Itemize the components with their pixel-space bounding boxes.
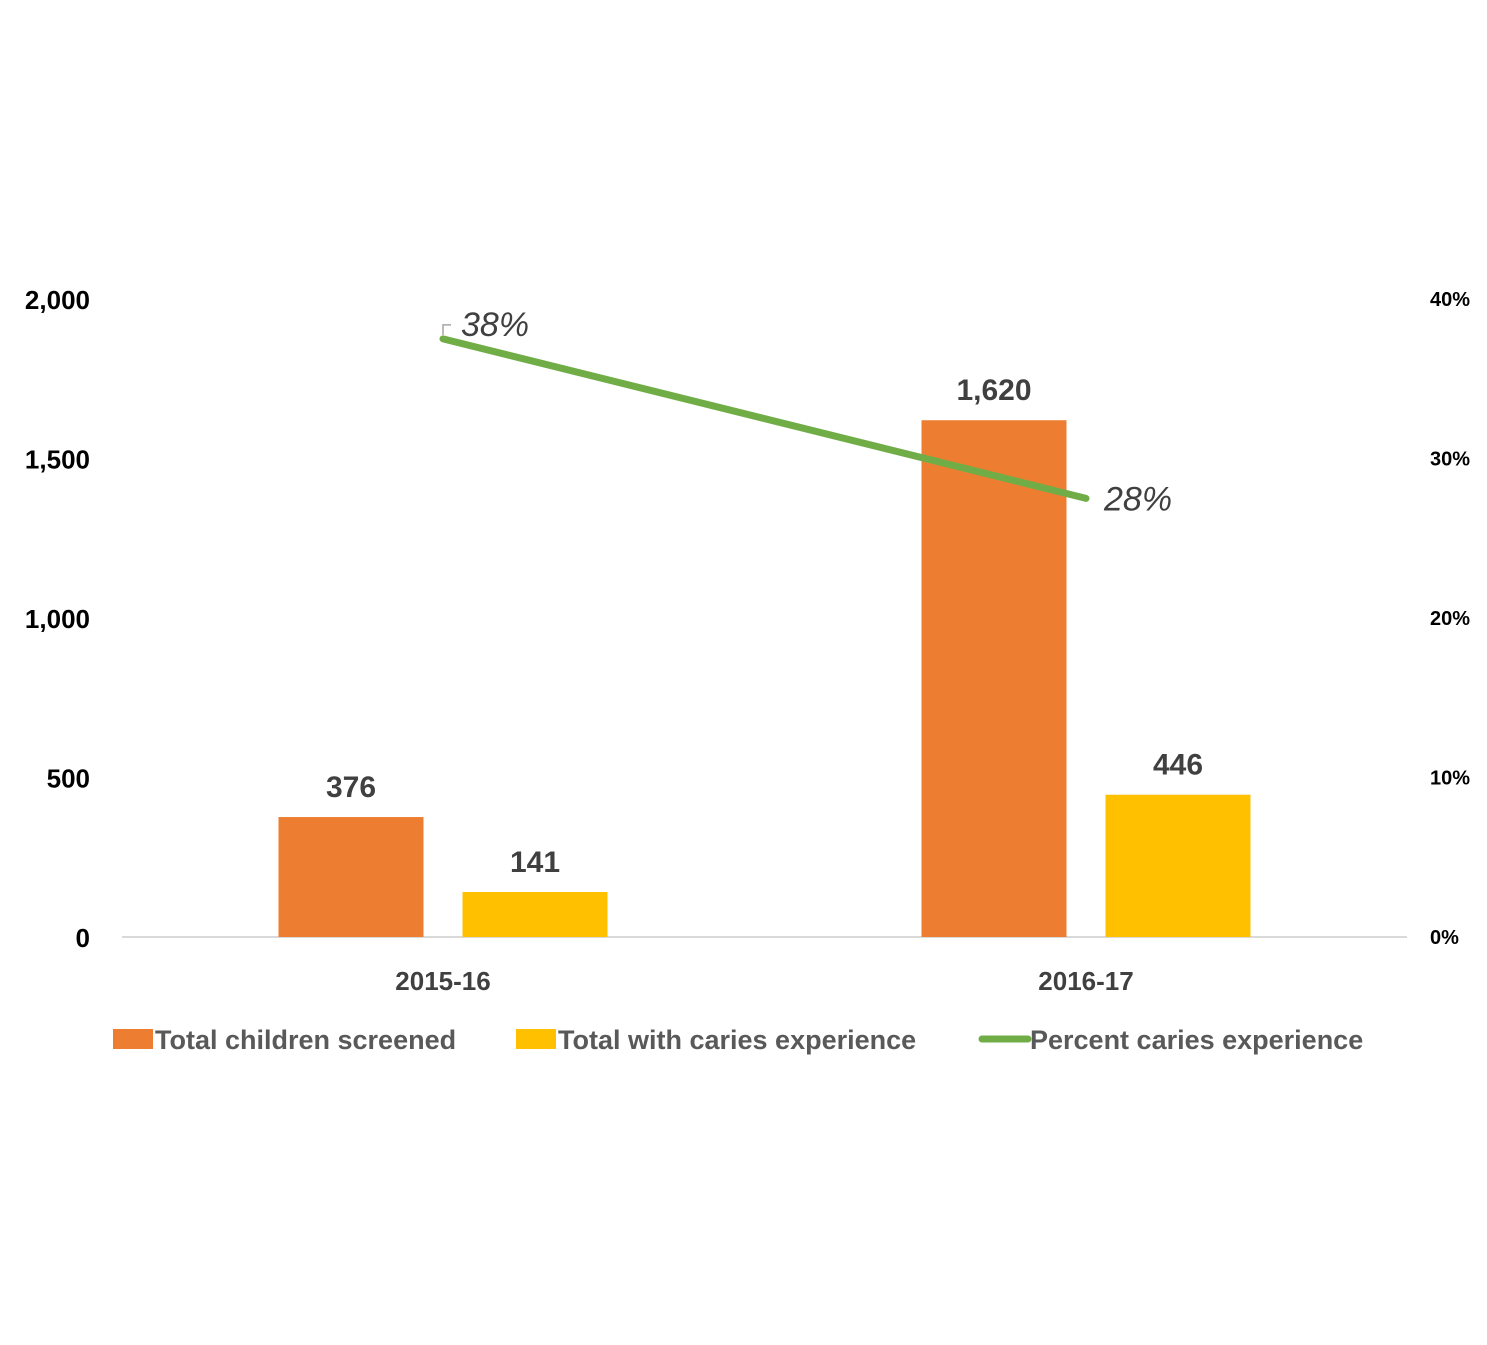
y-left-tick-label: 0 bbox=[76, 923, 90, 953]
label-leader-line bbox=[442, 324, 451, 335]
line-data-label: 28% bbox=[1103, 480, 1172, 518]
legend-swatch bbox=[113, 1029, 153, 1049]
bar bbox=[921, 420, 1067, 938]
y-right-tick-label: 0% bbox=[1430, 927, 1459, 949]
bar bbox=[1105, 794, 1251, 937]
legend-label: Percent caries experience bbox=[1030, 1025, 1363, 1055]
y-left-tick-label: 1,500 bbox=[25, 445, 90, 475]
bar bbox=[462, 892, 608, 937]
bar-data-label: 376 bbox=[326, 771, 376, 804]
y-right-tick-label: 40% bbox=[1430, 289, 1470, 311]
y-right-tick-label: 20% bbox=[1430, 608, 1470, 630]
legend-label: Total with caries experience bbox=[558, 1025, 916, 1055]
legend-swatch bbox=[516, 1029, 556, 1049]
bar-data-label: 141 bbox=[510, 846, 560, 879]
line-data-label: 38% bbox=[461, 306, 529, 344]
x-category-label: 2016-17 bbox=[1038, 966, 1133, 996]
y-left-tick-label: 2,000 bbox=[25, 285, 90, 315]
bar-data-label: 446 bbox=[1153, 749, 1203, 782]
y-left-tick-label: 1,000 bbox=[25, 604, 90, 634]
line-series bbox=[439, 335, 1090, 502]
bar-data-label: 1,620 bbox=[956, 374, 1031, 407]
y-left-tick-label: 500 bbox=[47, 764, 90, 794]
y-right-tick-label: 30% bbox=[1430, 449, 1470, 471]
y-right-tick-label: 10% bbox=[1430, 768, 1470, 790]
x-category-label: 2015-16 bbox=[395, 966, 490, 996]
bar bbox=[278, 817, 424, 937]
legend-label: Total children screened bbox=[155, 1025, 456, 1055]
